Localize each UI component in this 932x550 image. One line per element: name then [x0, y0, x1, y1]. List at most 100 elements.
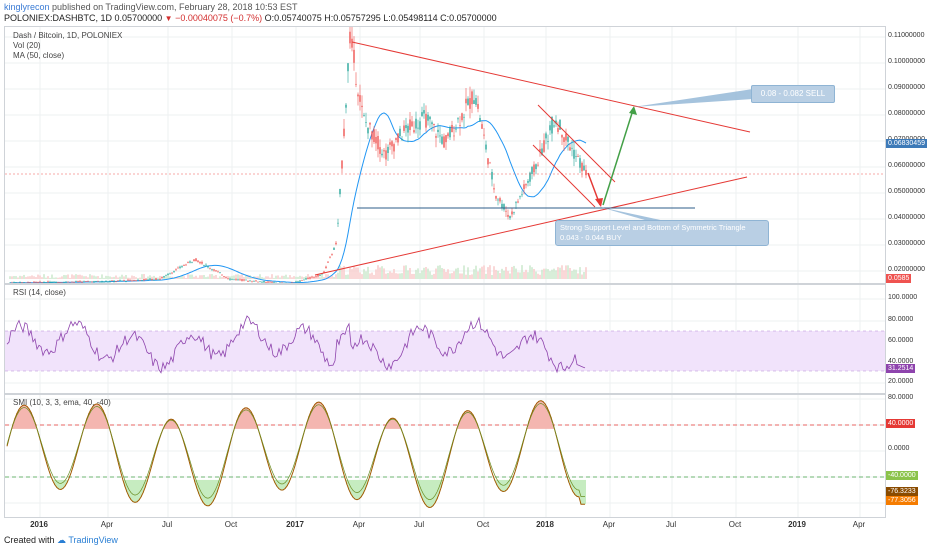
volume-bar [543, 268, 545, 279]
rsi-legend: RSI (14, close) [13, 288, 66, 297]
volume-bar [451, 273, 453, 279]
volume-bar [471, 274, 473, 279]
candle-body [223, 276, 225, 278]
sell-callout: 0.08 - 0.082 SELL [751, 85, 835, 103]
smi-overbought-fill [168, 419, 170, 429]
candle-body [299, 280, 301, 282]
smi-overbought-fill [252, 415, 254, 429]
candle-body [413, 130, 415, 133]
volume-bar [101, 274, 103, 279]
candle-body [27, 281, 29, 283]
candle-body [435, 136, 437, 138]
volume-bar [77, 274, 79, 279]
candle-body [79, 281, 81, 282]
volume-bar [113, 276, 115, 279]
smi-overbought-fill [176, 424, 178, 429]
smi-overbought-fill [22, 405, 24, 429]
smi-oversold-fill [574, 479, 576, 495]
smi-oversold-fill [416, 479, 418, 484]
time-axis[interactable]: 2016 Apr Jul Oct 2017 Apr Jul Oct 2018 Apr Jul Oct 2… [4, 518, 884, 532]
smi-overbought-fill [256, 425, 258, 429]
smi-oversold-fill [346, 479, 348, 485]
volume-bar [85, 276, 87, 279]
candle-body [401, 139, 403, 141]
candle-body [427, 114, 429, 121]
volume-bar [421, 270, 423, 279]
candle-body [85, 281, 87, 282]
volume-bar [251, 277, 253, 279]
volume-bar [281, 275, 283, 279]
volume-bar [399, 273, 401, 279]
candle-body [203, 265, 205, 267]
price-axis[interactable]: 0.11000000 0.10000000 0.09000000 0.08000… [884, 26, 932, 283]
candle-body [229, 278, 231, 280]
candle-body [567, 136, 569, 142]
volume-bar [283, 275, 285, 279]
smi-line [6, 400, 585, 509]
candle-body [173, 271, 175, 273]
volume-bar [559, 267, 561, 279]
smi-tag-2: -77.3056 [886, 496, 918, 505]
volume-bar [125, 274, 127, 279]
chart-title: Dash / Bitcoin, 1D, POLONIEX [13, 31, 123, 40]
candle-body [115, 281, 117, 283]
smi-oversold-fill [428, 479, 430, 508]
volume-bar [397, 273, 399, 279]
candle-body [419, 121, 421, 130]
rsi-line [6, 315, 586, 374]
price-change: −0.00040075 (−0.7%) [175, 13, 263, 23]
candle-body [209, 267, 211, 269]
volume-bar [195, 275, 197, 279]
smi-oversold-fill [218, 479, 220, 487]
volume-bar [375, 269, 377, 279]
volume-bar [469, 274, 471, 279]
smi-overbought-fill [170, 419, 172, 429]
candle-body [309, 277, 311, 279]
candle-body [573, 149, 575, 159]
smi-tick: 80.0000 [888, 394, 914, 401]
volume-bar [17, 277, 19, 279]
candle-body [393, 144, 395, 152]
candle-body [493, 188, 495, 190]
candle-body [207, 266, 209, 268]
volume-bar [61, 276, 63, 279]
candle-body [483, 134, 485, 136]
price-pane[interactable]: 0.08 - 0.082 SELL Strong Support Level a… [4, 26, 886, 284]
volume-bar [291, 277, 293, 279]
smi-overbought-fill [320, 402, 322, 429]
smi-axis[interactable]: 80.0000 0.0000 40.0000 -40.0000 -76.3233… [884, 394, 932, 516]
smi-overbought-fill [464, 411, 466, 429]
smi-overbought-fill [472, 414, 474, 429]
smi-overbought-fill [28, 408, 30, 429]
volume-bar [331, 275, 333, 279]
volume-bar [489, 265, 491, 279]
volume-bar [337, 272, 339, 279]
volume-bar [185, 277, 187, 279]
smi-overbought-fill [26, 406, 28, 429]
candle-body [559, 119, 561, 130]
smi-pane[interactable]: SMI (10, 3, 3, ema, 40, -40) [4, 394, 886, 518]
volume-bar [583, 271, 585, 279]
price-tick: 0.09000000 [888, 84, 925, 91]
candle-body [143, 279, 145, 281]
rsi-pane[interactable]: RSI (14, close) [4, 284, 886, 394]
candle-body [213, 269, 215, 271]
candle-body [517, 201, 519, 203]
volume-bar [367, 266, 369, 279]
volume-bar [321, 274, 323, 279]
created-with-text: Created with [4, 535, 55, 545]
rsi-axis[interactable]: 100.0000 80.0000 60.0000 40.0000 20.0000… [884, 284, 932, 392]
volume-bar [287, 277, 289, 279]
candle-body [403, 125, 405, 131]
smi-overbought-fill [18, 409, 20, 429]
volume-bar [445, 271, 447, 279]
candle-body [37, 281, 39, 283]
tradingview-brand[interactable]: TradingView [68, 535, 118, 545]
author-link[interactable]: kinglyrecon [4, 2, 50, 12]
candle-body [467, 98, 469, 105]
volume-bar [73, 275, 75, 279]
candle-body [489, 162, 491, 164]
volume-bar [439, 265, 441, 279]
volume-bar [339, 265, 341, 279]
candle-body [129, 279, 131, 281]
